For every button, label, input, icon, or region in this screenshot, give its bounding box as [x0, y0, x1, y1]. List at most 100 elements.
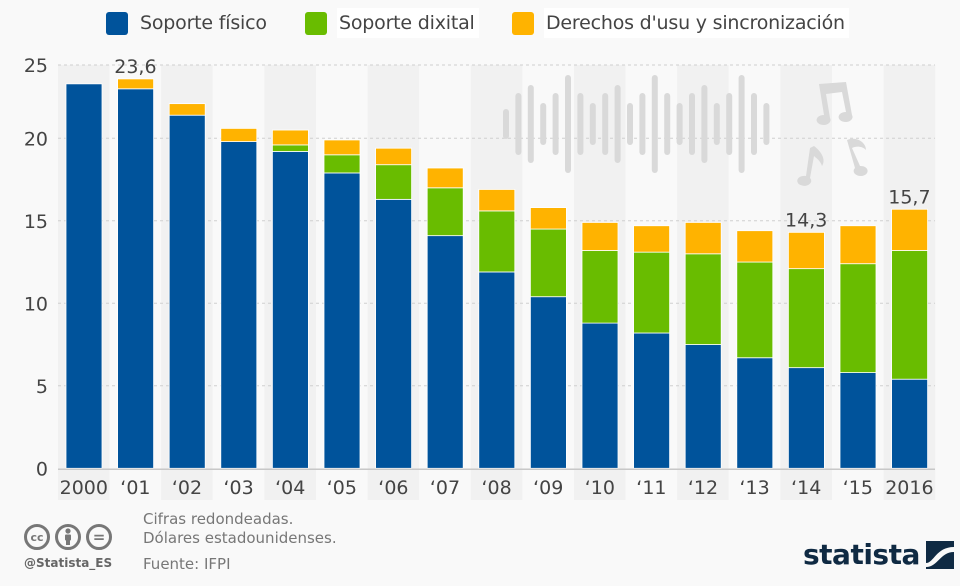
bar-segment-physical — [271, 151, 309, 469]
legend-label-physical: Soporte físico — [140, 12, 267, 34]
single-note-left-icon — [797, 146, 824, 186]
x-tick-label: ‘15 — [843, 477, 873, 499]
bar-segment-digital — [839, 263, 877, 374]
statista-logo[interactable]: statista — [803, 538, 954, 571]
bar-segment-digital — [891, 250, 928, 380]
bar-segment-rights — [530, 207, 567, 230]
bar-segment-rights — [684, 222, 722, 255]
bar-segment-physical — [633, 332, 670, 469]
y-tick-label: 15 — [24, 211, 48, 233]
x-tick-label: ‘08 — [481, 477, 511, 499]
bar-segment-digital — [478, 210, 516, 273]
bar-segment-rights — [426, 167, 464, 189]
y-tick-label: 0 — [36, 458, 48, 480]
x-tick-label: ‘07 — [430, 477, 460, 499]
bar-segment-rights — [633, 225, 670, 253]
x-axis-ticks: 2000 ‘01 ‘02 ‘03 ‘04 ‘05 ‘06 ‘07 ‘08 ‘09 ‘10 ‘11 ‘12… — [60, 477, 934, 499]
bar-segment-rights — [375, 147, 413, 166]
bar-segment-rights — [788, 231, 825, 270]
statista-logo-icon — [925, 540, 954, 569]
bar-segment-physical — [220, 141, 258, 469]
bar-segment-rights — [736, 230, 774, 263]
bar-segment-rights — [839, 225, 877, 265]
legend-label-digital: Soporte dixital — [337, 8, 479, 38]
footnote-currency: Dólares estadounidenses. — [143, 529, 337, 547]
double-note-icon — [816, 82, 853, 125]
data-label: 14,3 — [785, 209, 827, 231]
x-tick-label: ‘01 — [120, 477, 150, 499]
x-tick-label: ‘09 — [533, 477, 563, 499]
x-tick-label: ‘04 — [275, 477, 305, 499]
bar-segment-physical — [684, 344, 722, 469]
bar-segment-digital — [633, 251, 670, 334]
x-tick-label: ‘02 — [172, 477, 202, 499]
bar-segment-rights — [220, 127, 258, 142]
nd-icon: = — [86, 524, 112, 550]
x-tick-label: ‘03 — [223, 477, 253, 499]
single-note-right-icon — [847, 138, 868, 176]
bar-segment-digital — [323, 154, 361, 174]
bar-segment-physical — [530, 296, 567, 469]
source-note: Fuente: IFPI — [143, 555, 231, 573]
person-icon — [65, 528, 71, 545]
x-tick-label: ‘05 — [327, 477, 357, 499]
cc-icon: cc — [24, 524, 50, 550]
legend-swatch-physical — [106, 11, 128, 35]
music-notes-icon — [797, 82, 868, 186]
y-tick-label: 20 — [24, 128, 48, 150]
y-axis-ticks: 0 5 10 15 20 25 — [24, 55, 48, 480]
bar-segment-rights — [168, 103, 206, 116]
bar-segment-rights — [271, 129, 309, 146]
bar-segment-physical — [65, 83, 103, 469]
y-tick-label: 10 — [24, 293, 48, 315]
chart-legend: Soporte físico Soporte dixital Derechos … — [0, 6, 960, 40]
data-labels: 23,6 14,3 15,7 — [114, 56, 930, 231]
x-tick-label: ‘14 — [791, 477, 821, 499]
x-tick-label: 2016 — [885, 477, 933, 499]
by-icon — [55, 524, 81, 550]
bar-segment-physical — [478, 271, 516, 469]
bar-segment-physical — [375, 198, 413, 469]
bar-segment-digital — [788, 268, 825, 369]
data-label: 23,6 — [114, 56, 156, 78]
x-tick-label: ‘10 — [585, 477, 615, 499]
legend-swatch-digital — [305, 11, 327, 35]
legend-label-rights: Derechos d'usu y sincronización — [544, 8, 849, 38]
legend-item-digital: Soporte dixital — [305, 6, 479, 40]
legend-swatch-rights — [512, 11, 534, 35]
bar-segment-digital — [271, 144, 309, 152]
x-tick-label: ‘06 — [378, 477, 408, 499]
x-tick-label: ‘13 — [739, 477, 769, 499]
bar-segment-rights — [478, 189, 516, 212]
legend-item-rights: Derechos d'usu y sincronización — [512, 6, 849, 40]
bar-segment-digital — [684, 253, 722, 345]
bar-segment-physical — [891, 378, 928, 469]
bar-segment-rights — [323, 139, 361, 156]
footnote-rounded: Cifras redondeadas. — [143, 510, 294, 528]
bar-segment-physical — [788, 367, 825, 469]
bar-segment-rights — [117, 78, 154, 90]
data-label: 15,7 — [888, 186, 930, 208]
bar-segment-rights — [891, 208, 928, 251]
bar-segment-rights — [581, 222, 619, 251]
bar-segment-physical — [581, 322, 619, 469]
bar-segment-digital — [530, 228, 567, 298]
bar-segment-physical — [117, 88, 154, 469]
legend-item-physical: Soporte físico — [106, 6, 271, 40]
background-decoration — [503, 75, 868, 186]
bar-segment-digital — [375, 164, 413, 200]
x-tick-label: 2000 — [60, 477, 108, 499]
bar-segment-physical — [323, 172, 361, 469]
bar-segment-physical — [839, 372, 877, 469]
y-tick-label: 5 — [36, 376, 48, 398]
logo-text: statista — [803, 538, 920, 571]
x-tick-label: ‘11 — [636, 477, 666, 499]
license-icons: cc = — [24, 524, 112, 550]
waveform-icon — [503, 75, 770, 173]
bar-segment-digital — [581, 250, 619, 324]
bar-segment-digital — [736, 261, 774, 359]
stacked-bar-chart: 0 5 10 15 20 25 2000 ‘01 ‘02 ‘03 ‘04 ‘05 ‘06 ‘07 ‘08 ‘… — [24, 55, 936, 500]
bar-segment-physical — [168, 114, 206, 469]
bar-segment-physical — [426, 235, 464, 469]
bar-segment-digital — [426, 187, 464, 237]
